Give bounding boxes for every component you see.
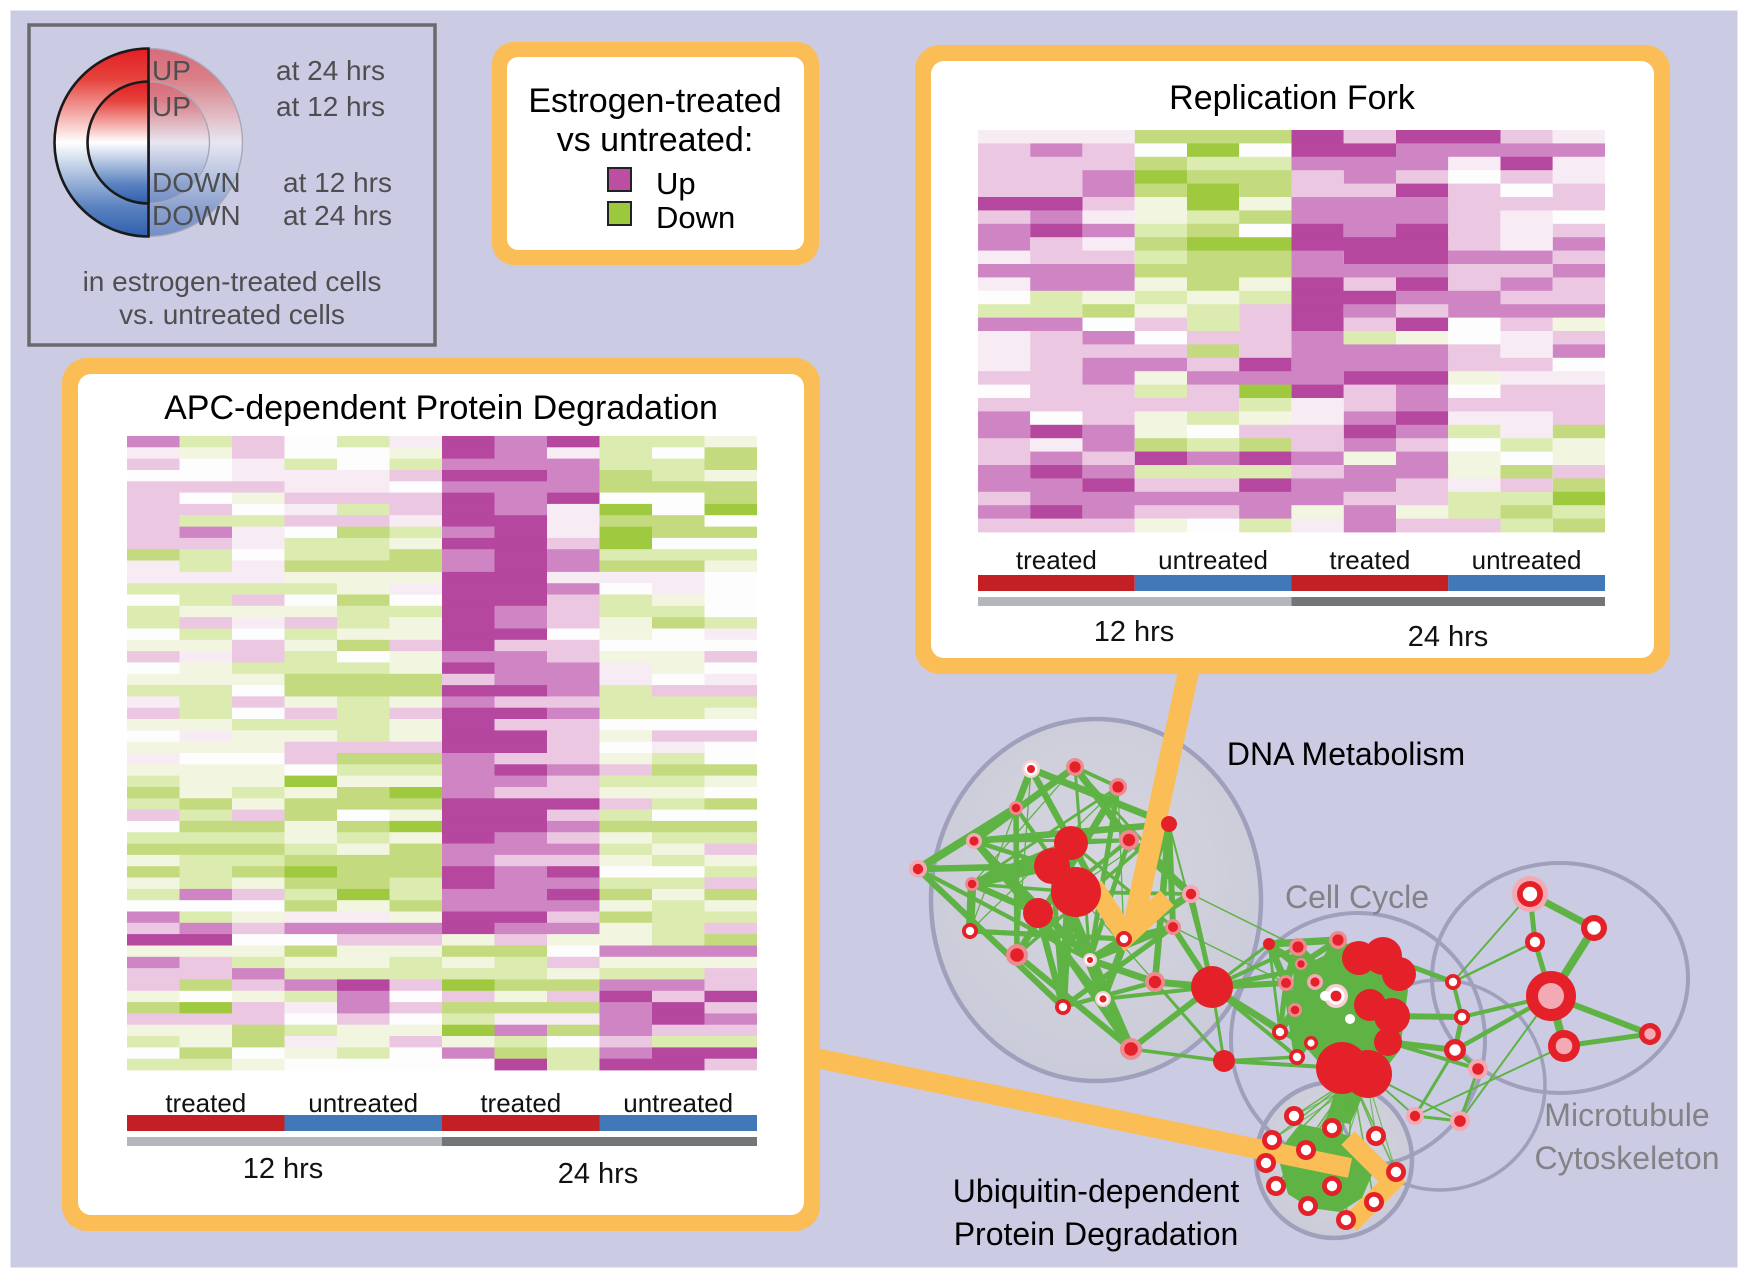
- svg-text:12 hrs: 12 hrs: [243, 1153, 324, 1185]
- svg-text:at 12 hrs: at 12 hrs: [283, 167, 392, 198]
- svg-text:in estrogen-treated cells: in estrogen-treated cells: [83, 266, 382, 297]
- svg-text:UP: UP: [152, 55, 191, 86]
- svg-text:DOWN: DOWN: [152, 200, 241, 231]
- svg-text:Protein Degradation: Protein Degradation: [954, 1216, 1239, 1252]
- svg-text:12 hrs: 12 hrs: [1094, 616, 1175, 648]
- svg-text:Up: Up: [656, 166, 696, 201]
- svg-text:Cytoskeleton: Cytoskeleton: [1535, 1140, 1720, 1176]
- svg-text:vs. untreated cells: vs. untreated cells: [119, 299, 345, 330]
- svg-text:24 hrs: 24 hrs: [1408, 621, 1489, 653]
- svg-text:Down: Down: [656, 200, 735, 235]
- svg-text:treated: treated: [1329, 545, 1410, 575]
- svg-text:untreated: untreated: [1158, 545, 1268, 575]
- svg-text:DOWN: DOWN: [152, 167, 241, 198]
- svg-text:APC-dependent Protein Degradat: APC-dependent Protein Degradation: [164, 389, 718, 427]
- svg-text:untreated: untreated: [1472, 545, 1582, 575]
- svg-text:DNA Metabolism: DNA Metabolism: [1227, 736, 1465, 772]
- svg-text:at 12 hrs: at 12 hrs: [276, 91, 385, 122]
- svg-text:at 24 hrs: at 24 hrs: [283, 200, 392, 231]
- svg-text:vs untreated:: vs untreated:: [557, 121, 754, 159]
- svg-text:treated: treated: [165, 1088, 246, 1118]
- svg-text:treated: treated: [1016, 545, 1097, 575]
- svg-text:Cell Cycle: Cell Cycle: [1285, 879, 1429, 915]
- svg-text:treated: treated: [480, 1088, 561, 1118]
- svg-text:24 hrs: 24 hrs: [558, 1158, 639, 1190]
- svg-text:Microtubule: Microtubule: [1544, 1097, 1709, 1133]
- svg-text:at 24 hrs: at 24 hrs: [276, 55, 385, 86]
- svg-text:Replication Fork: Replication Fork: [1169, 79, 1416, 117]
- svg-text:untreated: untreated: [308, 1088, 418, 1118]
- svg-text:Estrogen-treated: Estrogen-treated: [528, 82, 781, 120]
- svg-text:Ubiquitin-dependent: Ubiquitin-dependent: [953, 1173, 1240, 1209]
- svg-text:UP: UP: [152, 91, 191, 122]
- svg-text:untreated: untreated: [623, 1088, 733, 1118]
